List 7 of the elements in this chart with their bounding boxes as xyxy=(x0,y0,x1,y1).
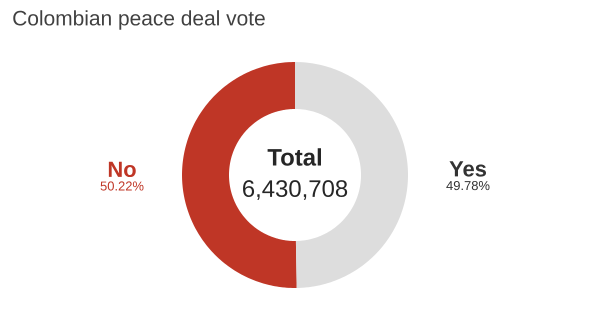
text: 6,430,708 xyxy=(243,180,348,200)
slice-label: No xyxy=(108,162,136,178)
data-label: 50.22% xyxy=(100,181,144,191)
slice-label: Yes xyxy=(449,161,486,177)
chart-title: Colombian peace deal vote xyxy=(13,10,265,30)
text: Total xyxy=(268,148,321,166)
data-label: 49.78% xyxy=(446,180,490,190)
